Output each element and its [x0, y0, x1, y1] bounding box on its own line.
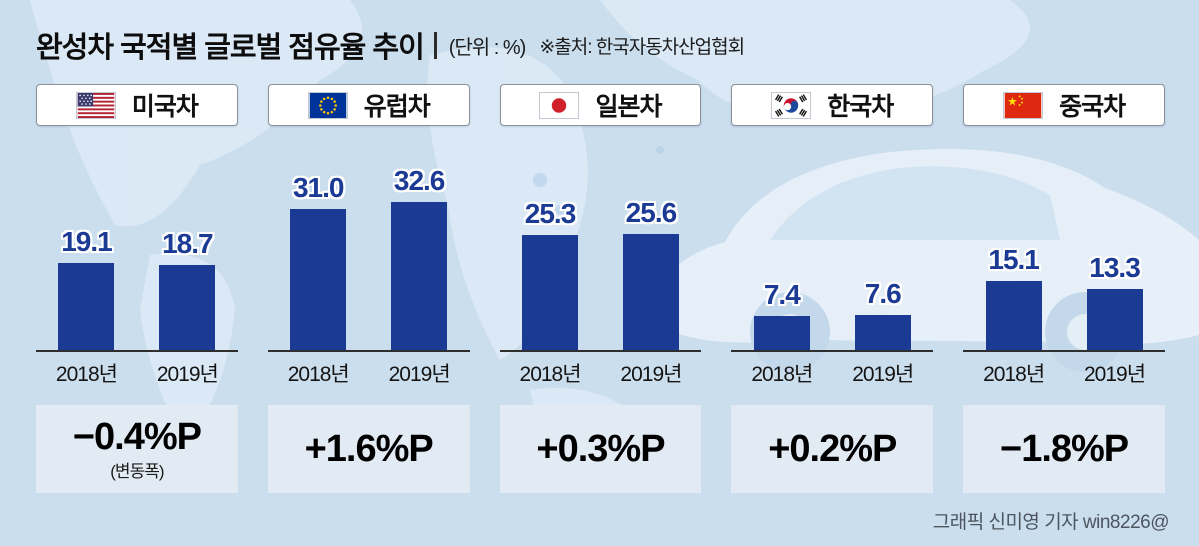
- x-axis: 2018년 2019년: [267, 350, 470, 388]
- year-label: 2018년: [519, 363, 582, 386]
- bar: [985, 281, 1042, 350]
- bar: [159, 265, 216, 350]
- year-label: 2018년: [751, 363, 813, 386]
- bar-chart-eu: 31.0 32.6: [268, 126, 470, 350]
- x-axis: 2018년 2019년: [499, 350, 702, 388]
- group-eu: 유럽차 31.0 32.6 2018년 2019년: [267, 84, 470, 493]
- change-value: +1.6%P: [304, 427, 434, 470]
- legend-chip-china: 중국차: [963, 84, 1165, 126]
- bar: [622, 234, 679, 350]
- group-korea: 한국차 7.4 7.6 2018년 2019년: [731, 84, 934, 493]
- bar-value: 32.6: [393, 165, 445, 196]
- bar: [58, 263, 115, 350]
- bar-value: 7.6: [864, 278, 902, 309]
- bar-value: 19.1: [61, 226, 112, 257]
- bar-value: 25.3: [524, 198, 576, 229]
- bar: [1086, 289, 1143, 350]
- bar-china-2018: 15.1: [963, 244, 1064, 350]
- year-label: 2018년: [55, 363, 118, 386]
- china-flag-icon: [1003, 91, 1044, 119]
- bar: [522, 235, 579, 350]
- graphic-credit: 그래픽 신미영 기자 win8226@: [932, 512, 1170, 533]
- change-box-us: −0.4%P (변동폭): [36, 405, 238, 493]
- bar-japan-2018: 25.3: [500, 198, 601, 350]
- bar-china-2019: 13.3: [1064, 252, 1165, 350]
- bar: [854, 315, 911, 350]
- bar: [391, 202, 448, 350]
- legend-chip-korea: 한국차: [731, 84, 934, 126]
- bar-chart-japan: 25.3 25.6: [500, 126, 702, 350]
- bar-chart-china: 15.1 13.3: [963, 126, 1165, 350]
- korea-flag-icon: [771, 91, 812, 119]
- legend-label-korea: 한국차: [827, 93, 894, 121]
- x-axis: 2018년 2019년: [963, 350, 1165, 388]
- bar-value: 7.4: [763, 279, 801, 310]
- year-label: 2019년: [388, 363, 451, 386]
- legend-chip-japan: 일본차: [499, 84, 702, 126]
- year-label: 2018년: [983, 363, 1045, 386]
- year-label: 2019년: [1084, 363, 1146, 386]
- bar-value: 13.3: [1089, 252, 1140, 283]
- bar-chart-korea: 7.4 7.6: [731, 126, 933, 350]
- bar-value: 25.6: [625, 197, 677, 228]
- bar-chart-us: 19.1 18.7: [36, 126, 238, 350]
- bar-us-2018: 19.1: [36, 226, 137, 350]
- legend-label-japan: 일본차: [595, 93, 662, 121]
- legend-label-us: 미국차: [131, 93, 199, 121]
- legend-chip-us: 미국차: [36, 84, 238, 126]
- x-axis: 2018년 2019년: [36, 350, 238, 388]
- change-value: +0.3%P: [536, 427, 665, 470]
- change-value: −0.4%P: [72, 416, 202, 458]
- bar-value: 18.7: [162, 228, 213, 259]
- change-box-korea: +0.2%P: [731, 405, 934, 493]
- bar-eu-2018: 31.0: [268, 172, 369, 350]
- bar: [753, 316, 810, 350]
- bar-korea-2019: 7.6: [832, 278, 933, 350]
- us-flag-icon: [75, 91, 116, 119]
- change-note: (변동폭): [110, 462, 164, 481]
- change-value: +0.2%P: [768, 427, 897, 470]
- year-label: 2019년: [620, 363, 682, 386]
- header: 완성차 국적별 글로벌 점유율 추이 (단위 : %) ※출처: 한국자동차산업…: [36, 24, 745, 66]
- bar-value: 15.1: [988, 244, 1039, 275]
- group-japan: 일본차 25.3 25.6 2018년 2019년: [499, 84, 702, 493]
- bar-value: 31.0: [292, 172, 344, 203]
- change-box-japan: +0.3%P: [499, 405, 702, 493]
- japan-flag-icon: [539, 91, 580, 119]
- bar: [290, 209, 347, 350]
- bar-eu-2019: 32.6: [369, 165, 470, 350]
- bar-us-2019: 18.7: [137, 228, 238, 350]
- title-divider: [433, 31, 437, 59]
- x-axis: 2018년 2019년: [731, 350, 934, 388]
- chart-groups: 미국차 19.1 18.7 2018년 2019년: [36, 84, 1165, 493]
- unit-label: (단위 : %): [448, 36, 527, 59]
- page-title: 완성차 국적별 글로벌 점유율 추이: [36, 32, 425, 64]
- year-label: 2019년: [852, 363, 914, 386]
- legend-label-eu: 유럽차: [363, 93, 431, 121]
- change-box-china: −1.8%P: [963, 405, 1165, 493]
- bar-korea-2018: 7.4: [731, 279, 832, 350]
- group-china: 중국차 15.1 13.3 2018년 2019년: [963, 84, 1165, 493]
- eu-flag-icon: [307, 91, 348, 119]
- legend-chip-eu: 유럽차: [267, 84, 470, 126]
- change-value: −1.8%P: [1000, 427, 1129, 470]
- source-label: ※출처: 한국자동차산업협회: [539, 36, 745, 58]
- legend-label-china: 중국차: [1059, 93, 1126, 121]
- change-box-eu: +1.6%P: [267, 405, 470, 493]
- bar-japan-2019: 25.6: [600, 197, 701, 350]
- year-label: 2019년: [156, 363, 219, 386]
- group-us: 미국차 19.1 18.7 2018년 2019년: [36, 84, 238, 493]
- year-label: 2018년: [287, 363, 350, 386]
